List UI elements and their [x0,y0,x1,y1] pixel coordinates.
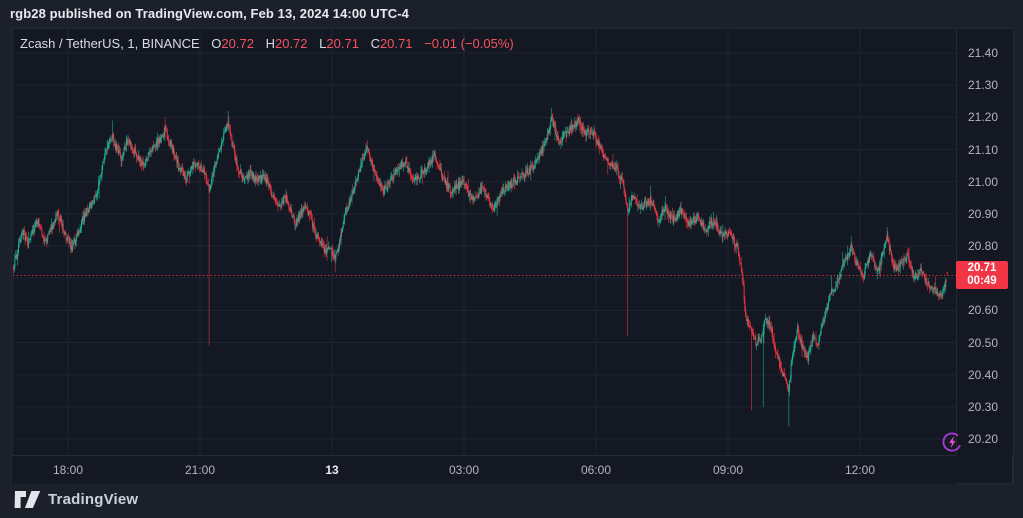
candlestick-chart[interactable] [12,29,956,455]
price-tick-label: 21.40 [968,46,999,60]
high-value: 20.72 [274,36,308,51]
chart-widget: Zcash / TetherUS, 1, BINANCE O20.72 H20.… [12,29,1013,484]
time-tick-label: 12:00 [844,463,876,477]
price-tick-label: 20.90 [968,206,999,221]
time-tick-label: 13 [325,463,339,477]
low-value: 20.71 [326,36,359,51]
publish-attribution: rgb28 published on TradingView.com, Feb … [10,6,410,21]
time-tick-label: 09:00 [712,463,744,477]
tradingview-logo-icon [14,490,41,508]
chart-legend[interactable]: Zcash / TetherUS, 1, BINANCE O20.72 H20.… [20,36,514,51]
price-tick-label: 20.60 [968,303,999,318]
price-tick-label: 21.30 [968,78,999,93]
time-tick-label: 18:00 [52,463,84,477]
price-tick-label: 21.10 [968,142,999,157]
price-axis[interactable]: 21.40 21.30 21.20 21.10 21.00 20.90 20.80 20.60… [956,29,1013,455]
time-tick-label: 06:00 [580,463,612,477]
open-label: O [211,36,222,51]
low-label: L [319,36,327,51]
close-label: C [370,36,380,51]
price-tick-label: 20.50 [968,335,999,350]
change-value: −0.01 (−0.05%) [424,36,514,51]
symbol-interval-exchange[interactable]: Zcash / TetherUS, 1, BINANCE [20,36,200,51]
close-value: 20.71 [379,36,413,51]
price-tick-label: 20.40 [968,367,999,382]
price-tick-label: 21.00 [968,174,999,189]
tradingview-brand-text: TradingView [48,490,139,508]
open-value: 20.72 [221,36,254,51]
time-tick-label: 21:00 [184,463,216,477]
price-tick-label: 21.20 [968,110,999,125]
price-tick-label: 20.20 [968,432,999,447]
time-tick-label: 03:00 [448,463,480,477]
time-axis[interactable]: 18:00 21:00 13 03:00 06:00 09:00 12:00 [12,455,956,484]
high-label: H [265,36,275,51]
price-tick-label: 20.30 [968,399,999,414]
boost-lightning-icon[interactable] [941,430,965,454]
footer-brand[interactable]: TradingView [14,487,138,511]
price-tick-label: 20.80 [968,239,999,254]
last-price-value: 20.71 [967,262,997,274]
last-price-badge: 20.71 00:49 [956,261,1008,289]
bar-countdown: 00:49 [967,275,997,287]
